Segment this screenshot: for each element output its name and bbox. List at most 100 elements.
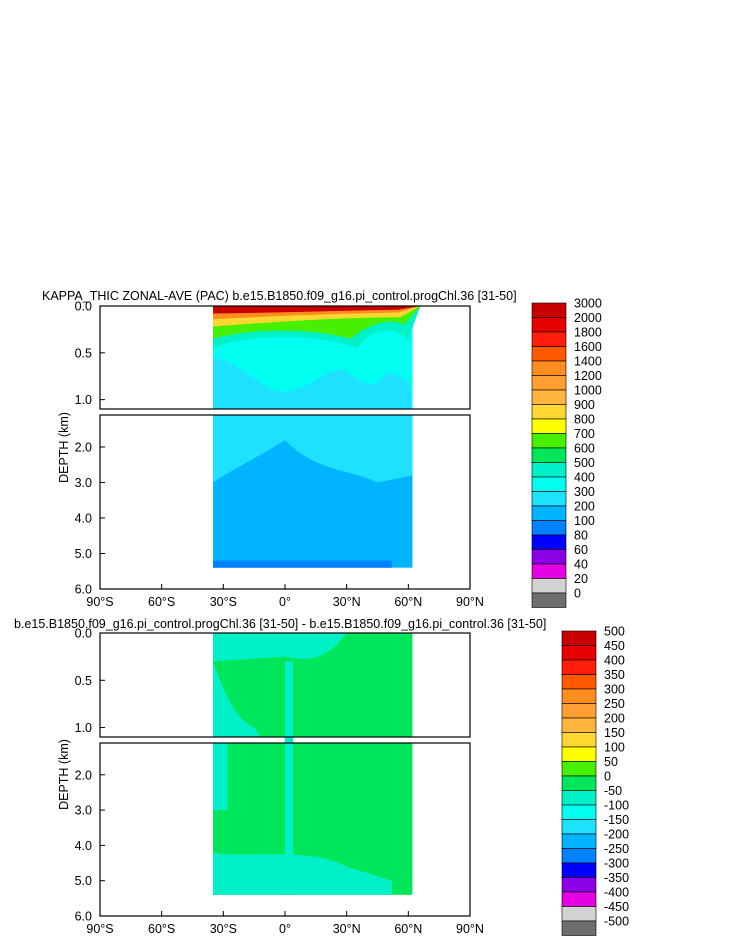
x-tick-label: 60°S xyxy=(148,595,175,609)
colorbar-legend: 500450400350300250200150100500-50-100-15… xyxy=(561,625,629,936)
legend-swatch xyxy=(531,592,567,608)
legend-label: 3000 xyxy=(574,297,602,311)
legend-swatch xyxy=(561,703,597,719)
legend-label: 800 xyxy=(574,413,595,427)
y-tick-label: 2.0 xyxy=(75,768,92,782)
x-tick-label: 30°S xyxy=(210,922,237,936)
legend-swatch xyxy=(561,920,597,936)
legend-label: 0 xyxy=(604,770,611,784)
y-tick-label: 6.0 xyxy=(75,910,92,924)
x-tick-label: 60°N xyxy=(394,922,422,936)
y-tick-label: 1.0 xyxy=(75,393,92,407)
x-tick-label: 30°N xyxy=(333,595,361,609)
contour-field xyxy=(213,633,413,895)
legend-swatch xyxy=(531,317,567,333)
legend-swatch xyxy=(561,717,597,733)
x-tick-label: 0° xyxy=(279,922,291,936)
legend-swatch xyxy=(531,491,567,507)
legend-label: 1400 xyxy=(574,355,602,369)
y-tick-label: 3.0 xyxy=(75,804,92,818)
legend-label: 350 xyxy=(604,668,625,682)
legend-swatch xyxy=(561,833,597,849)
legend-swatch xyxy=(531,520,567,536)
x-tick-label: 30°S xyxy=(210,595,237,609)
legend-swatch xyxy=(531,302,567,318)
legend-label: 250 xyxy=(604,697,625,711)
legend-swatch xyxy=(561,688,597,704)
legend-swatch xyxy=(531,389,567,405)
legend-swatch xyxy=(561,761,597,777)
legend-swatch xyxy=(531,433,567,449)
y-tick-label: 2.0 xyxy=(75,440,92,454)
panel-2: b.e15.B1850.f09_g16.pi_control.progChl.3… xyxy=(14,617,629,936)
legend-swatch xyxy=(561,645,597,661)
legend-swatch xyxy=(561,906,597,922)
legend-label: 200 xyxy=(604,712,625,726)
legend-label: -50 xyxy=(604,784,622,798)
y-axis-label: DEPTH (km) xyxy=(57,739,71,810)
legend-label: 300 xyxy=(604,683,625,697)
legend-label: 600 xyxy=(574,442,595,456)
chart-title: b.e15.B1850.f09_g16.pi_control.progChl.3… xyxy=(14,617,546,631)
chart-title: KAPPA_THIC ZONAL-AVE (PAC) b.e15.B1850.f… xyxy=(42,289,517,303)
legend-label: 1000 xyxy=(574,384,602,398)
legend-swatch xyxy=(531,563,567,579)
x-tick-label: 90°N xyxy=(456,595,484,609)
legend-label: 500 xyxy=(574,456,595,470)
y-tick-label: 4.0 xyxy=(75,839,92,853)
panel-1: KAPPA_THIC ZONAL-AVE (PAC) b.e15.B1850.f… xyxy=(42,289,602,609)
legend-swatch xyxy=(561,630,597,646)
legend-swatch xyxy=(531,404,567,420)
legend-label: -350 xyxy=(604,871,629,885)
field-upper-0 xyxy=(213,633,347,662)
legend-label: 40 xyxy=(574,558,588,572)
legend-label: 20 xyxy=(574,572,588,586)
x-tick-label: 0° xyxy=(279,595,291,609)
legend-label: -200 xyxy=(604,828,629,842)
y-tick-label: 0.5 xyxy=(75,346,92,360)
legend-label: 200 xyxy=(574,500,595,514)
y-tick-label: 5.0 xyxy=(75,547,92,561)
legend-swatch xyxy=(531,578,567,594)
legend-label: 50 xyxy=(604,755,618,769)
y-tick-label: 4.0 xyxy=(75,511,92,525)
y-tick-label: 6.0 xyxy=(75,583,92,597)
legend-swatch xyxy=(531,360,567,376)
legend-swatch xyxy=(531,331,567,347)
legend-label: -300 xyxy=(604,857,629,871)
legend-label: -500 xyxy=(604,915,629,929)
x-tick-label: 60°S xyxy=(148,922,175,936)
field-upper-left xyxy=(213,661,261,737)
legend-label: 1200 xyxy=(574,369,602,383)
legend-label: 1600 xyxy=(574,340,602,354)
legend-label: 1800 xyxy=(574,326,602,340)
legend-swatch xyxy=(531,476,567,492)
legend-label: 300 xyxy=(574,485,595,499)
y-tick-label: 1.0 xyxy=(75,721,92,735)
legend-label: -100 xyxy=(604,799,629,813)
legend-swatch xyxy=(561,659,597,675)
legend-swatch xyxy=(561,746,597,762)
legend-label: 500 xyxy=(604,625,625,639)
y-axis-label: DEPTH (km) xyxy=(57,412,71,483)
legend-swatch xyxy=(561,674,597,690)
legend-label: 450 xyxy=(604,639,625,653)
field-lower-left xyxy=(213,743,228,811)
field-upper-400 xyxy=(213,357,413,409)
legend-swatch xyxy=(561,848,597,864)
legend-swatch xyxy=(531,418,567,434)
legend-label: 60 xyxy=(574,543,588,557)
legend-label: 80 xyxy=(574,529,588,543)
legend-label: 900 xyxy=(574,398,595,412)
field-lower-bottom xyxy=(213,852,392,895)
legend-swatch xyxy=(561,819,597,835)
legend-label: -150 xyxy=(604,813,629,827)
legend-label: 150 xyxy=(604,726,625,740)
x-tick-label: 60°N xyxy=(394,595,422,609)
legend-swatch xyxy=(561,877,597,893)
legend-label: 700 xyxy=(574,427,595,441)
legend-label: 400 xyxy=(604,654,625,668)
legend-swatch xyxy=(531,462,567,478)
field-lower-bottom xyxy=(213,560,392,568)
